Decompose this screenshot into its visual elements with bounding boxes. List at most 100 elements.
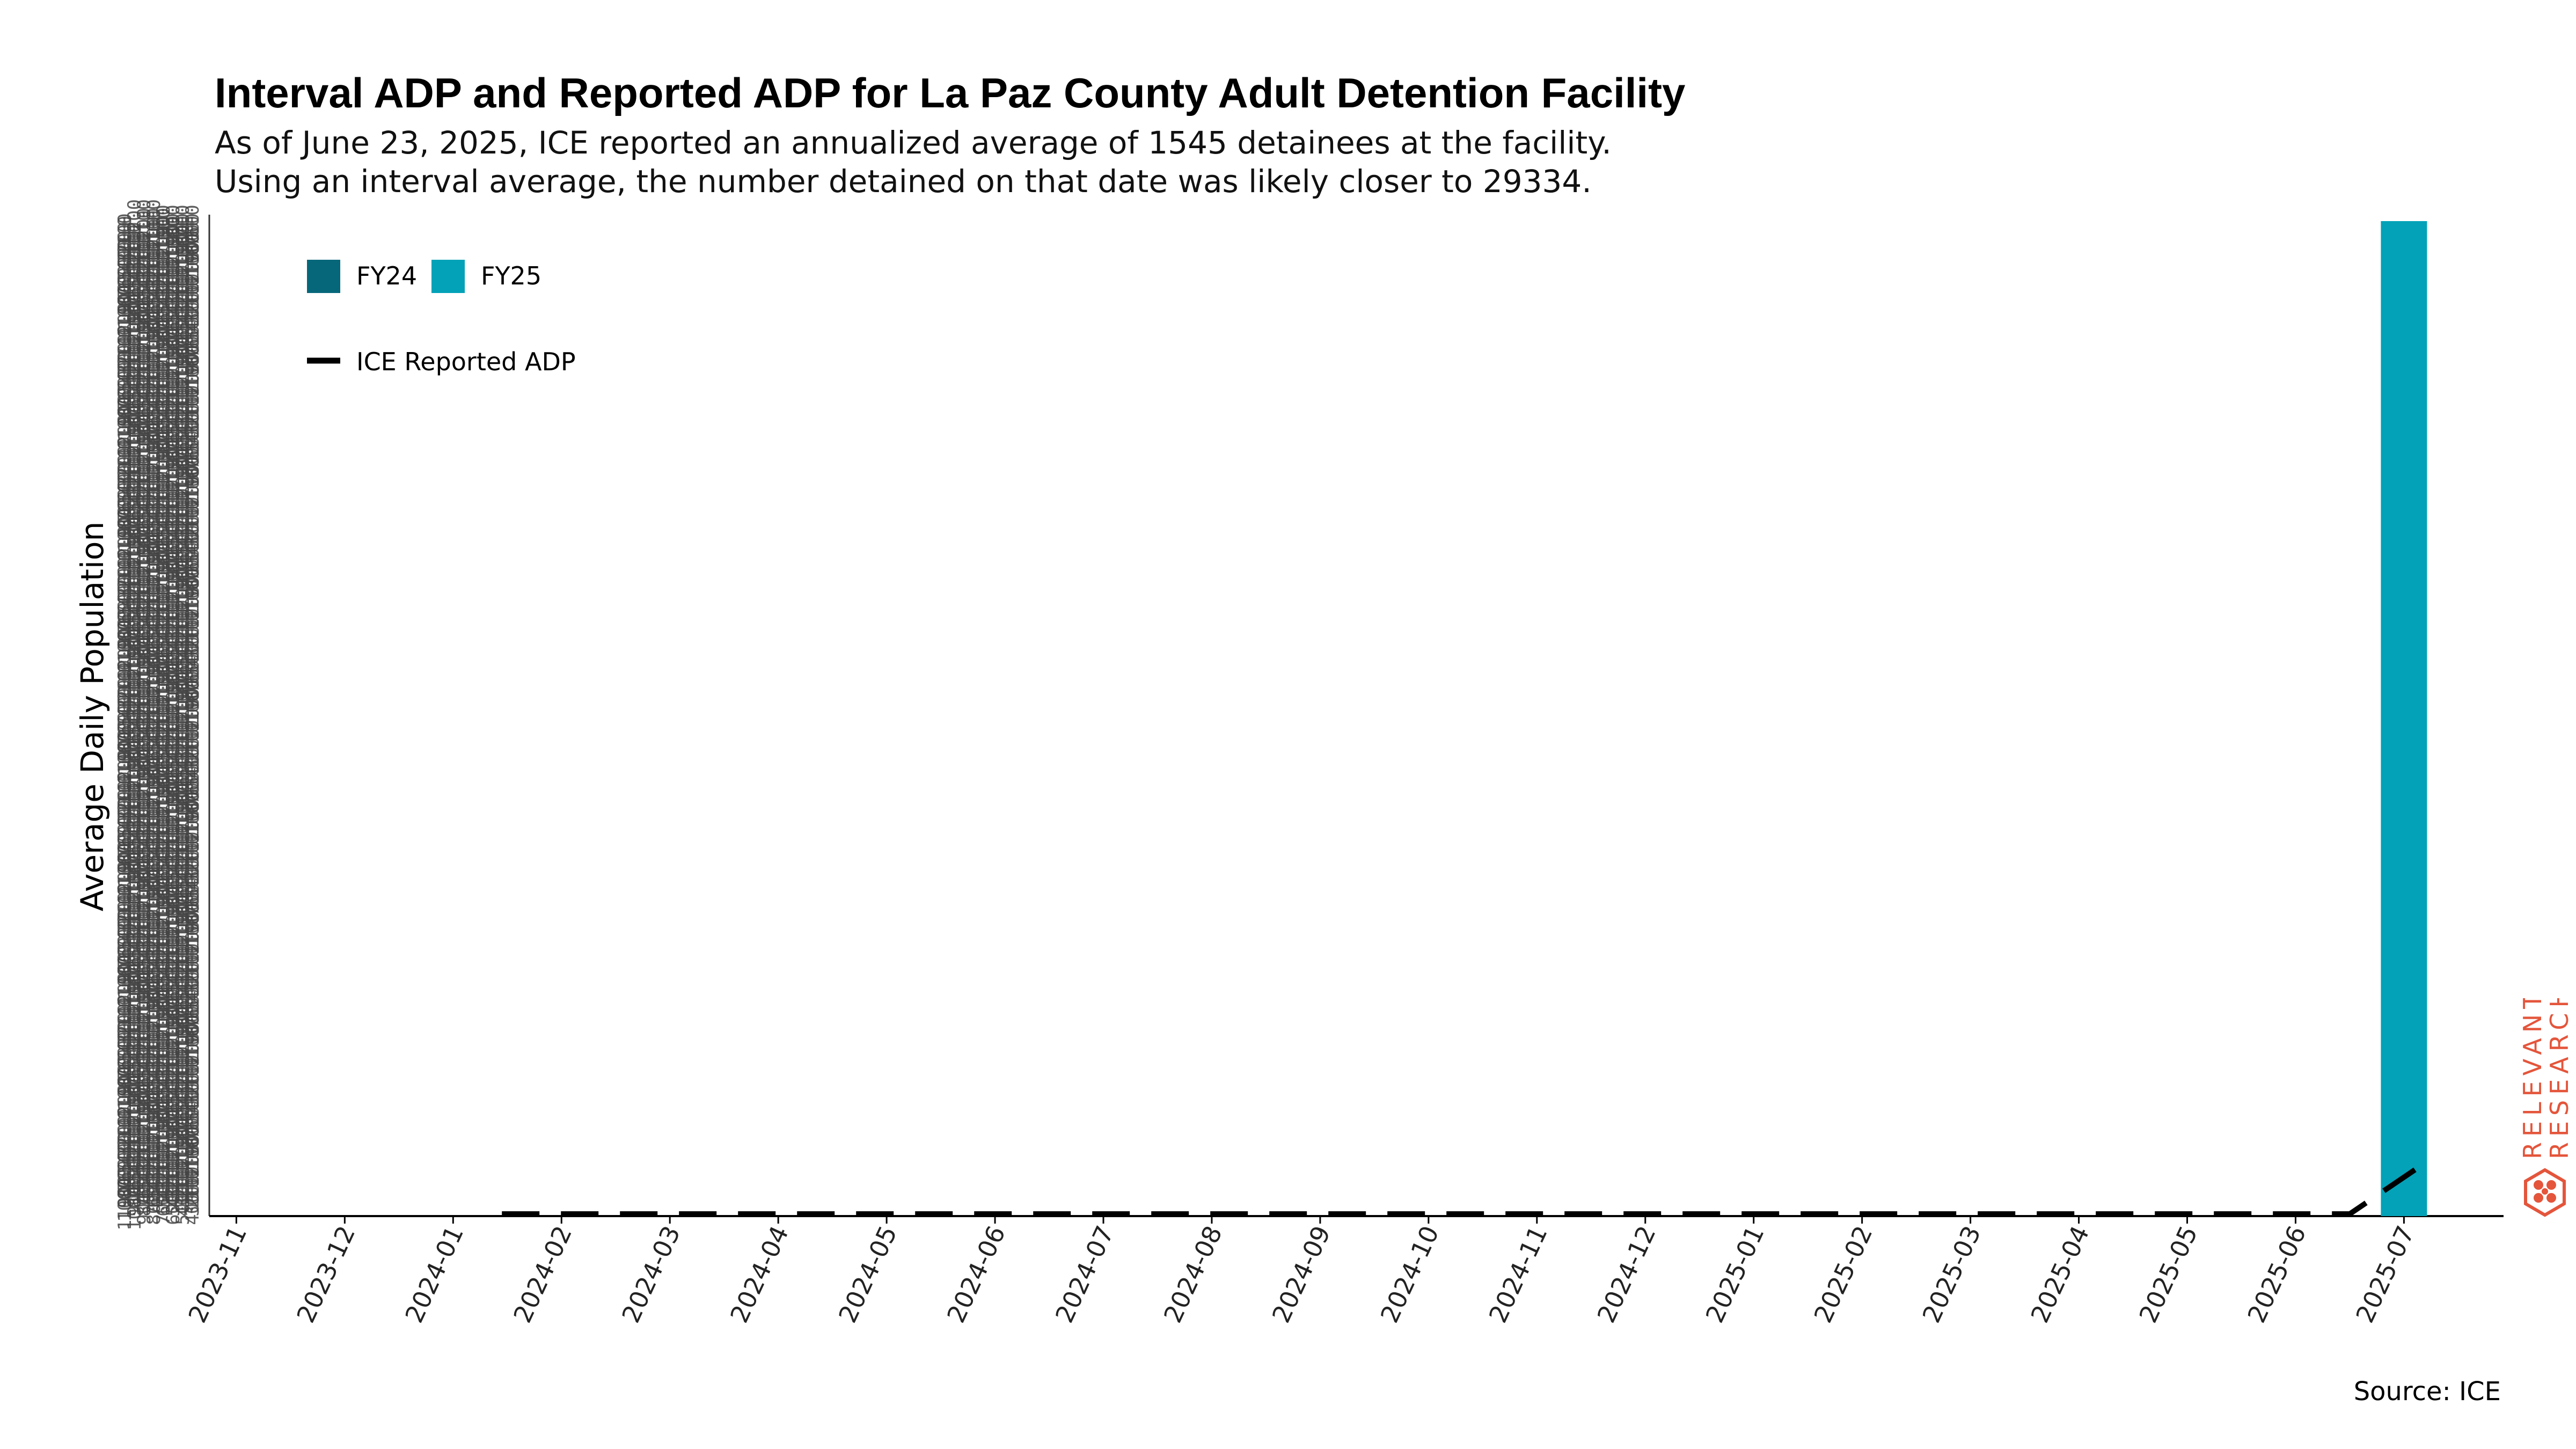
y-tick-label: 100 [143, 1132, 165, 1165]
y-tick-label: 200 [172, 1166, 194, 1199]
y-tick-label: 100 [153, 359, 174, 392]
y-tick-label: 700 [182, 883, 203, 916]
y-tick-label: 100 [143, 350, 165, 383]
y-tick-label: 1000 [134, 302, 155, 346]
y-tick-label: 800 [143, 1080, 165, 1113]
y-tick-label: 100 [114, 548, 136, 581]
y-tick-label: 600 [163, 299, 184, 332]
y-tick-label: 800 [172, 660, 194, 692]
y-tick-label: 600 [143, 617, 165, 649]
y-tick-label: 400 [182, 411, 203, 443]
y-tick-label: 800 [182, 557, 203, 589]
y-tick-label: 0 [182, 722, 203, 733]
y-tick-label: 400 [114, 685, 136, 718]
y-tick-label: 400 [153, 496, 174, 529]
y-tick-label: 300 [124, 574, 145, 606]
y-tick-label: 900 [134, 969, 155, 1001]
y-tick-label: 900 [124, 960, 145, 993]
y-tick-label: 0 [172, 602, 194, 613]
y-tick-label: 1100 [134, 534, 155, 578]
y-tick-label: 500 [114, 694, 136, 727]
y-tick-label: 1200 [153, 336, 174, 380]
y-tick-label: 600 [114, 591, 136, 624]
y-tick-label: 500 [182, 419, 203, 452]
y-tick-label: 0 [153, 362, 174, 372]
y-tick-label: 900 [114, 505, 136, 538]
y-tick-label: 500 [143, 720, 165, 752]
y-tick-label: 0 [172, 1160, 194, 1171]
y-tick-label: 200 [182, 393, 203, 426]
y-tick-label: 400 [134, 1149, 155, 1182]
y-tick-label: 900 [182, 788, 203, 821]
y-tick-label: 1000 [172, 336, 194, 380]
y-tick-label: 300 [163, 608, 184, 641]
y-tick-label: 0 [153, 920, 174, 931]
y-tick-label: 600 [134, 831, 155, 864]
y-tick-label: 1100 [134, 869, 155, 913]
y-tick-label: 1100 [182, 1023, 203, 1067]
y-tick-label: 600 [163, 634, 184, 667]
y-tick-label: 0 [163, 705, 184, 716]
y-tick-label: 0 [114, 216, 136, 226]
y-tick-label: 100 [163, 591, 184, 624]
y-tick-label: 1000 [172, 783, 194, 827]
y-tick-label: 600 [134, 496, 155, 529]
y-tick-label: 100 [172, 488, 194, 521]
y-tick-label: 1100 [172, 1126, 194, 1170]
y-tick-label: 200 [172, 608, 194, 641]
y-tick-label: 1100 [134, 422, 155, 466]
y-tick-label: 400 [182, 522, 203, 555]
y-tick-label: 200 [182, 952, 203, 984]
y-tick-label: 700 [182, 325, 203, 357]
y-tick-label: 1000 [124, 405, 145, 449]
y-tick-label: 800 [143, 634, 165, 667]
y-tick-label: 400 [182, 1192, 203, 1225]
y-tick-label: 300 [114, 230, 136, 263]
y-tick-label: 600 [153, 737, 174, 770]
y-tick-label: 700 [153, 1080, 174, 1113]
x-tick-label-2024-11: 2024-11 [1483, 1221, 1553, 1327]
y-tick-label: 200 [153, 814, 174, 847]
y-tick-label: 200 [163, 1046, 184, 1079]
y-tick-label: 200 [143, 359, 165, 392]
y-tick-label: 900 [153, 874, 174, 907]
y-tick-label: 1200 [124, 534, 145, 578]
y-tick-label: 100 [134, 677, 155, 709]
y-tick-label: 900 [143, 308, 165, 340]
y-tick-label: 900 [134, 857, 155, 890]
y-tick-label: 1200 [114, 414, 136, 458]
y-tick-label: 200 [114, 891, 136, 924]
y-tick-label: 300 [124, 350, 145, 383]
y-tick-label: 700 [163, 866, 184, 898]
y-tick-label: 500 [143, 1166, 165, 1199]
y-tick-label: 1100 [172, 1015, 194, 1059]
y-tick-label: 500 [143, 273, 165, 306]
y-tick-label: 200 [182, 1175, 203, 1208]
y-tick-label: 200 [114, 1003, 136, 1036]
y-tick-label: 600 [153, 290, 174, 323]
y-tick-label: 600 [182, 1097, 203, 1130]
y-tick-label: 200 [143, 471, 165, 503]
y-tick-label: 700 [172, 1097, 194, 1130]
y-tick-label: 300 [153, 934, 174, 967]
y-tick-label: 300 [134, 582, 155, 615]
y-tick-label: 500 [172, 857, 194, 890]
y-tick-label: 1100 [153, 1109, 174, 1153]
y-tick-label: 600 [134, 943, 155, 976]
y-tick-label: 600 [124, 823, 145, 855]
y-tick-label: 1100 [134, 1092, 155, 1136]
y-tick-label: 200 [153, 368, 174, 400]
chart-title: Interval ADP and Reported ADP for La Paz… [215, 69, 1686, 116]
y-tick-label: 200 [172, 831, 194, 864]
y-tick-label: 700 [143, 290, 165, 323]
y-tick-label: 500 [172, 522, 194, 555]
y-tick-label: 500 [134, 488, 155, 521]
y-tick-label: 1000 [182, 457, 203, 501]
y-tick-label: 900 [182, 1123, 203, 1156]
y-tick-label: 100 [163, 479, 184, 512]
y-tick-label: 1000 [143, 534, 165, 578]
y-tick-label: 0 [124, 894, 145, 905]
y-tick-label: 1200 [134, 431, 155, 475]
y-tick-label: 1200 [153, 1118, 174, 1162]
y-tick-label: 100 [182, 496, 203, 529]
